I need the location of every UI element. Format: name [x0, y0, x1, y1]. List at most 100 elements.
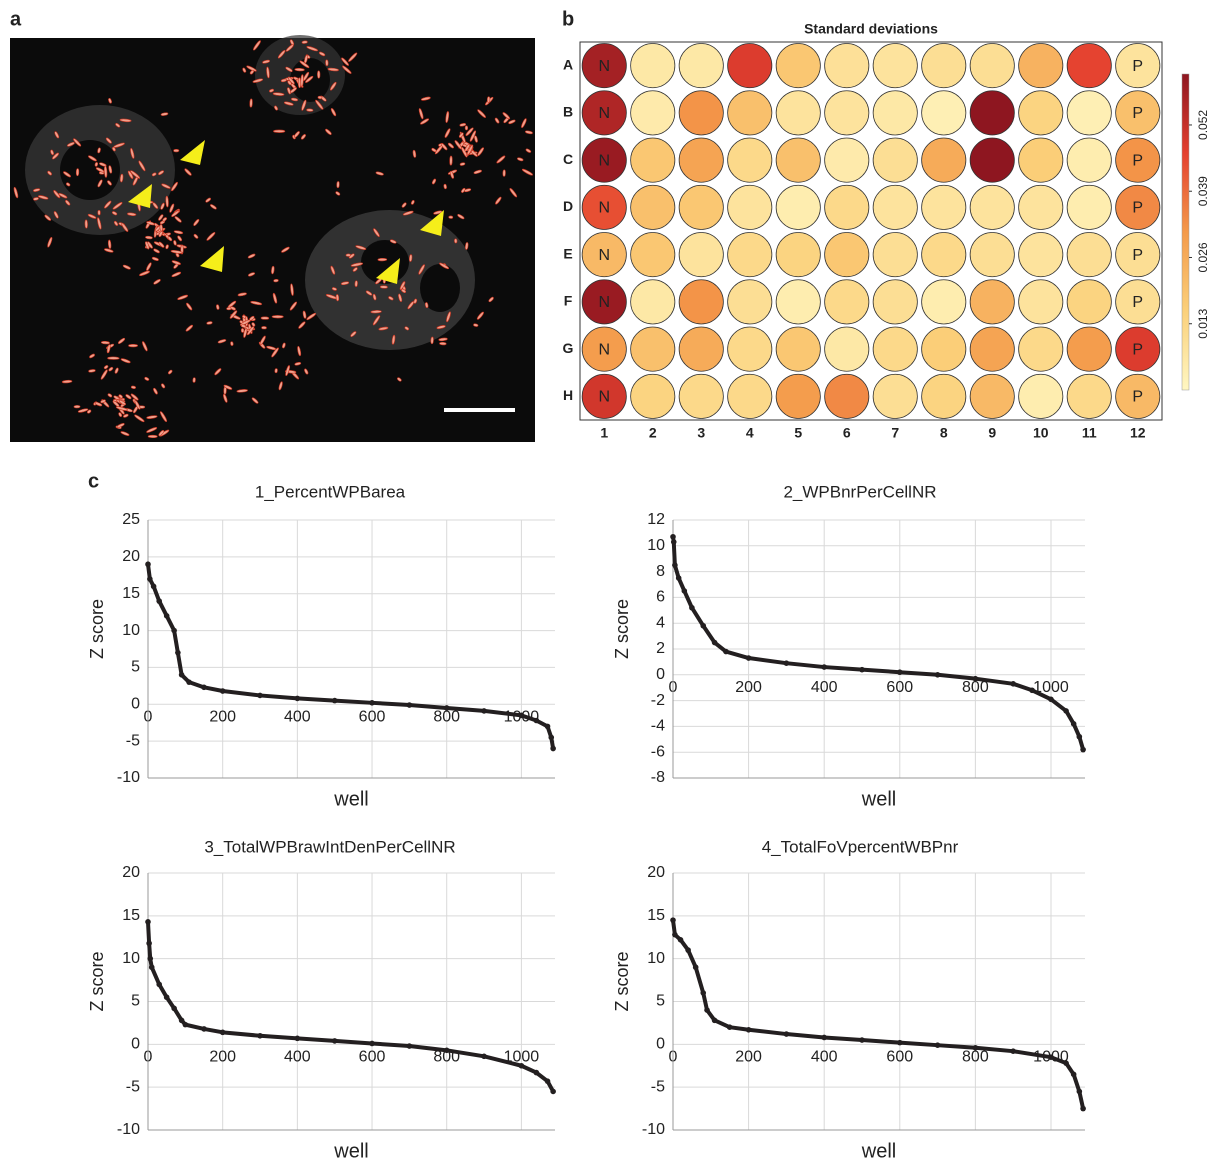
- mitochondrion: [160, 224, 163, 231]
- column-label: 7: [891, 425, 899, 441]
- mitochondrion: [450, 156, 453, 165]
- y-tick-label: 25: [122, 511, 140, 528]
- mitochondrion: [107, 357, 119, 360]
- well: [825, 44, 869, 88]
- y-tick-label: 10: [122, 622, 140, 639]
- data-point: [1071, 721, 1077, 727]
- x-tick-label: 200: [735, 1049, 762, 1066]
- y-tick-label: -4: [651, 718, 665, 735]
- row-label: E: [563, 245, 572, 261]
- data-point: [859, 667, 865, 673]
- data-point: [723, 649, 729, 655]
- chart-title: 2_WPBnrPerCellNR: [783, 482, 936, 501]
- well-label: P: [1132, 105, 1143, 122]
- data-trace: [148, 922, 553, 1092]
- well-label: N: [598, 58, 610, 75]
- well-label: N: [598, 247, 610, 264]
- well-label: P: [1132, 58, 1143, 75]
- column-label: 2: [649, 425, 657, 441]
- well: [631, 280, 675, 324]
- well: [1067, 374, 1111, 418]
- row-label: C: [563, 151, 573, 167]
- well: [776, 280, 820, 324]
- well: [1019, 374, 1063, 418]
- well: [922, 185, 966, 229]
- row-label: B: [563, 104, 573, 120]
- data-point: [1071, 1072, 1077, 1078]
- mitochondrion: [449, 216, 453, 219]
- x-tick-label: 200: [209, 709, 236, 726]
- y-tick-label: 0: [656, 666, 665, 683]
- mitochondrion: [273, 130, 285, 133]
- data-point: [682, 588, 688, 594]
- well-label: P: [1132, 389, 1143, 406]
- mitochondrion: [318, 96, 322, 99]
- data-point: [689, 605, 695, 611]
- mitochondrion: [346, 254, 351, 257]
- data-point: [545, 1078, 551, 1084]
- well: [1067, 44, 1111, 88]
- well: [1019, 91, 1063, 135]
- data-trace: [673, 920, 1083, 1108]
- data-point: [1048, 1054, 1054, 1060]
- well: [679, 280, 723, 324]
- mitochondrion: [148, 435, 157, 438]
- well: [1019, 280, 1063, 324]
- column-label: 1: [600, 425, 608, 441]
- y-tick-label: 0: [131, 696, 140, 713]
- colorbar: [1182, 74, 1189, 390]
- y-tick-label: -10: [117, 1121, 140, 1138]
- data-point: [784, 660, 790, 666]
- row-label: D: [563, 198, 573, 214]
- y-tick-label: 5: [131, 993, 140, 1010]
- well: [679, 44, 723, 88]
- mitochondrion: [74, 405, 80, 408]
- well-label: N: [598, 152, 610, 169]
- well: [825, 280, 869, 324]
- y-tick-label: 12: [647, 511, 665, 528]
- column-label: 3: [697, 425, 705, 441]
- data-point: [548, 735, 554, 741]
- y-tick-label: 5: [131, 659, 140, 676]
- data-point: [678, 937, 684, 943]
- data-point: [821, 1035, 827, 1041]
- y-tick-label: 8: [656, 563, 665, 580]
- x-tick-label: 800: [962, 1049, 989, 1066]
- data-point: [672, 932, 678, 938]
- well: [922, 280, 966, 324]
- y-tick-label: 5: [656, 993, 665, 1010]
- well: [873, 44, 917, 88]
- well: [728, 91, 772, 135]
- panel-label: c: [88, 470, 99, 492]
- micrograph: [10, 35, 535, 442]
- well: [631, 91, 675, 135]
- data-point: [670, 534, 676, 540]
- data-point: [171, 1006, 177, 1012]
- y-tick-label: 10: [122, 950, 140, 967]
- data-point: [1077, 734, 1083, 740]
- mitochondrion: [355, 281, 358, 287]
- row-label: G: [563, 340, 574, 356]
- data-point: [295, 1036, 301, 1042]
- well: [1067, 327, 1111, 371]
- data-point: [332, 698, 338, 704]
- mitochondrion: [250, 99, 253, 108]
- mitochondrion: [302, 41, 308, 44]
- mitochondrion: [503, 170, 506, 177]
- data-point: [545, 724, 551, 730]
- well: [728, 280, 772, 324]
- well: [970, 91, 1014, 135]
- well: [1019, 138, 1063, 182]
- y-tick-label: -8: [651, 769, 665, 786]
- mitochondrion: [274, 279, 279, 282]
- well: [873, 280, 917, 324]
- well: [922, 138, 966, 182]
- mitochondrion: [85, 220, 88, 228]
- well: [1067, 280, 1111, 324]
- chart-title: 3_TotalWPBrawIntDenPerCellNR: [204, 837, 455, 856]
- mitochondrion: [306, 109, 313, 112]
- well: [776, 233, 820, 277]
- chart-title: Standard deviations: [804, 21, 938, 37]
- x-tick-label: 400: [811, 679, 838, 696]
- data-point: [295, 696, 301, 702]
